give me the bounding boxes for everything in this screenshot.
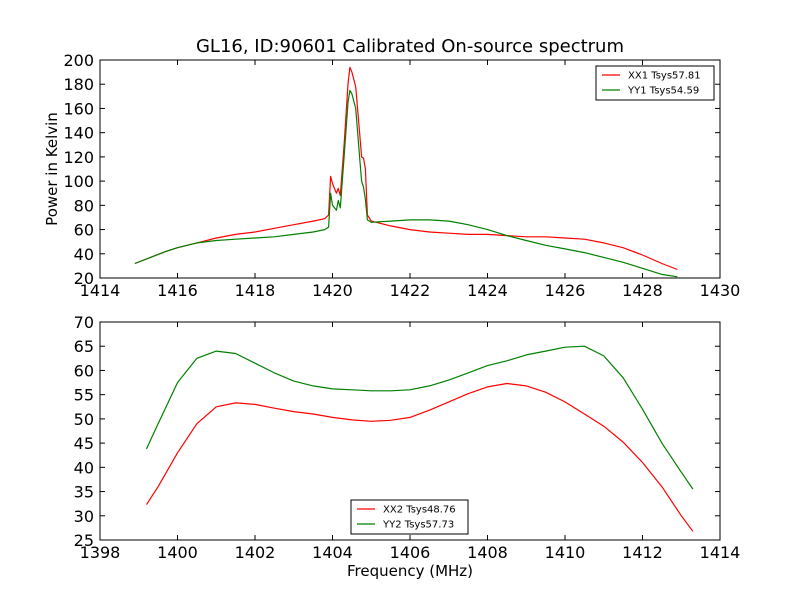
y-tick-label: 40 — [74, 245, 94, 264]
legend: XX1 Tsys57.81 YY1 Tsys54.59 — [595, 65, 715, 101]
y-tick-label: 55 — [74, 386, 94, 405]
x-tick-label: 1426 — [545, 281, 586, 300]
figure-title: GL16, ID:90601 Calibrated On-source spec… — [196, 36, 624, 57]
x-tick-label: 1402 — [235, 543, 276, 562]
x-tick-label: 1404 — [312, 543, 353, 562]
plot-2: 1398 1400 1402 1404 1406 1408 1410 1412 1414 25 30… — [74, 313, 741, 562]
y-tick-label: 35 — [74, 483, 94, 502]
y-tick-label: 80 — [74, 196, 94, 215]
y-tick-label: 50 — [74, 410, 94, 429]
x-tick-label: 1420 — [312, 281, 353, 300]
legend: XX2 Tsys48.76 YY2 Tsys57.73 — [350, 499, 469, 535]
x-tick-label: 1414 — [80, 281, 121, 300]
x-tick-label: 1410 — [545, 543, 586, 562]
y-tick-label: 70 — [74, 313, 94, 332]
legend-label: YY2 Tsys57.73 — [382, 520, 454, 531]
y-tick-label: 160 — [63, 99, 94, 118]
y-tick-label: 25 — [74, 531, 94, 550]
series-line-1-1 — [134, 66, 678, 271]
y-tick-label: 60 — [74, 221, 94, 240]
legend-box — [595, 65, 715, 101]
series-line-1-2 — [134, 89, 678, 278]
x-tick-label: 1408 — [467, 543, 508, 562]
x-tick-label: 1412 — [622, 543, 663, 562]
x-tick-label: 1416 — [157, 281, 198, 300]
y-tick-label: 60 — [74, 361, 94, 380]
y-tick-label: 120 — [63, 148, 94, 167]
x-tick-label: 1428 — [622, 281, 663, 300]
x-axis-label: Frequency (MHz) — [347, 562, 473, 580]
x-tick-label: 1418 — [235, 281, 276, 300]
y-tick-label: 200 — [63, 51, 94, 70]
x-tick-label: 1406 — [390, 543, 431, 562]
x-tick-label: 1422 — [390, 281, 431, 300]
y-tick-label: 45 — [74, 434, 94, 453]
legend-label: XX2 Tsys48.76 — [383, 505, 456, 516]
y-tick-label: 40 — [74, 458, 94, 477]
x-tick-label: 1398 — [80, 543, 121, 562]
y-tick-label: 30 — [74, 507, 94, 526]
plot-1: 1414 1416 1418 1420 1422 1424 1426 1428 1430 20 40… — [43, 51, 740, 300]
y-tick-label: 180 — [63, 75, 94, 94]
x-tick-label: 1424 — [467, 281, 508, 300]
y-tick-label: 100 — [63, 172, 94, 191]
legend-label: XX1 Tsys57.81 — [628, 71, 701, 82]
series-line-2-2 — [145, 345, 694, 490]
x-tick-label: 1400 — [157, 543, 198, 562]
x-tick-label: 1414 — [700, 543, 741, 562]
y-axis-label: Power in Kelvin — [43, 112, 61, 226]
y-tick-label: 20 — [74, 269, 94, 288]
x-tick-label: 1430 — [700, 281, 741, 300]
y-tick-label: 65 — [74, 337, 94, 356]
legend-box — [350, 499, 469, 535]
legend-label: YY1 Tsys54.59 — [627, 86, 699, 97]
series-line-2-1 — [145, 382, 694, 532]
y-tick-label: 140 — [63, 124, 94, 143]
